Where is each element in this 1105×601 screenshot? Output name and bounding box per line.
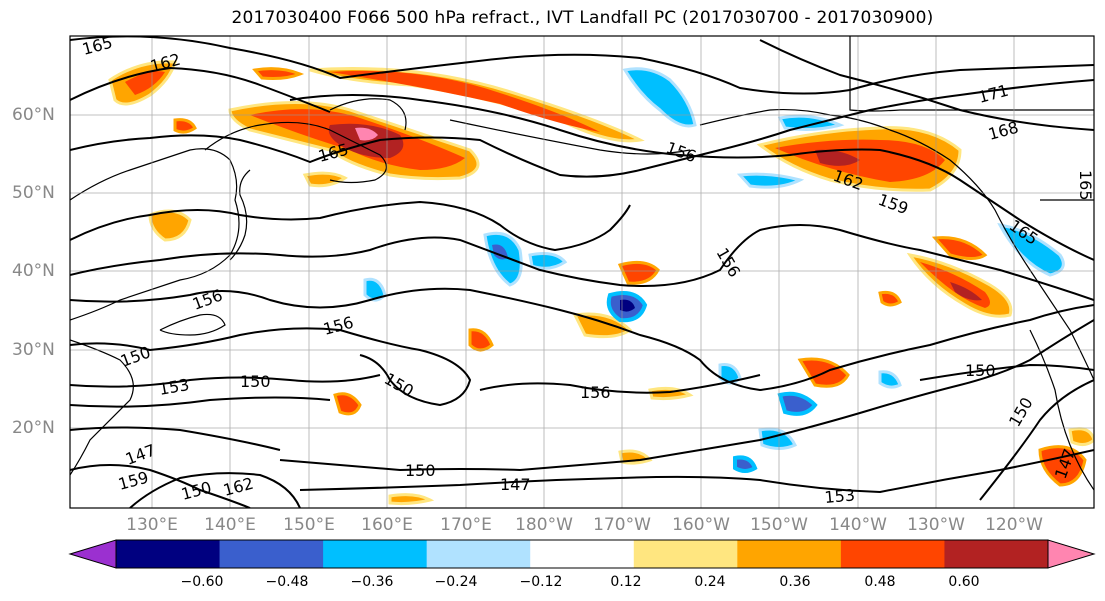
lat-label: 30°N	[12, 340, 55, 360]
map-title: 2017030400 F066 500 hPa refract., IVT La…	[231, 8, 934, 28]
contour-label: 150	[965, 361, 996, 380]
colorbar-tick: −0.48	[265, 574, 309, 590]
colorbar-tick: −0.36	[350, 574, 394, 590]
contour-label: 156	[580, 383, 611, 402]
lon-label: 170°E	[440, 515, 492, 535]
contour-label: 150	[240, 372, 271, 391]
contour-label: 147	[500, 475, 531, 494]
lon-label: 130°W	[907, 515, 965, 535]
colorbar-tick: 0.48	[864, 574, 896, 590]
lon-label: 150°W	[750, 515, 808, 535]
contour-label: 165	[1076, 170, 1095, 201]
lat-label: 50°N	[12, 183, 55, 203]
lon-label: 150°E	[283, 515, 335, 535]
lon-label: 140°W	[829, 515, 887, 535]
lon-label: 130°E	[126, 515, 178, 535]
graticule	[70, 36, 1094, 508]
contour-label: 153	[824, 485, 856, 507]
lat-label: 40°N	[12, 261, 55, 281]
lat-label: 20°N	[12, 418, 55, 438]
refractivity-contours	[70, 36, 1094, 508]
lon-label: 160°E	[361, 515, 413, 535]
colorbar-tick: −0.24	[434, 574, 478, 590]
lon-label: 160°W	[672, 515, 730, 535]
contour-label: 150	[405, 461, 436, 480]
colorbar-tick: 0.24	[694, 574, 726, 590]
lon-label: 120°W	[985, 515, 1043, 535]
colorbar-tick: −0.12	[519, 574, 563, 590]
anomaly-fields	[108, 60, 1094, 506]
lon-label: 170°W	[593, 515, 651, 535]
colorbar-tick: 0.60	[948, 574, 980, 590]
lon-label: 180°W	[515, 515, 573, 535]
map-frame	[69, 35, 1095, 509]
contour-label: 165	[80, 33, 114, 59]
colorbar-tick: 0.12	[610, 574, 642, 590]
lon-label: 140°E	[204, 515, 256, 535]
colorbar-tick: −0.60	[180, 574, 224, 590]
lat-label: 60°N	[12, 105, 55, 125]
colorbar-tick: 0.36	[779, 574, 811, 590]
